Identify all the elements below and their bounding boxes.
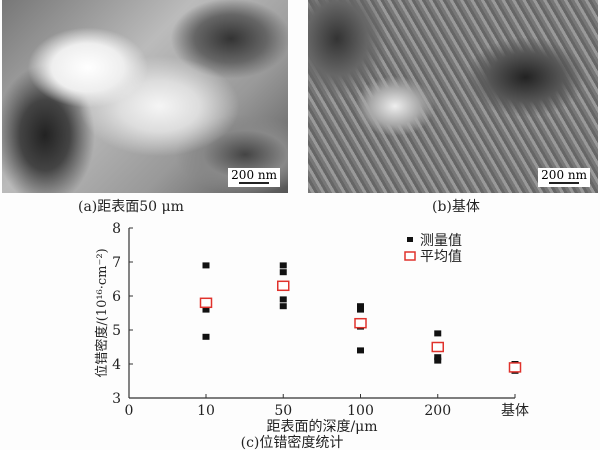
- x-tick-label: 200: [424, 403, 451, 419]
- measured-point: [434, 357, 442, 364]
- measured-point: [202, 306, 210, 313]
- legend-mean-marker: [404, 251, 416, 261]
- y-axis-label: 位错密度/(10¹⁶·cm⁻²): [94, 248, 110, 377]
- y-tick-label: 7: [112, 255, 121, 271]
- caption-a: (a)距表面50 μm: [78, 199, 184, 215]
- measured-point: [357, 306, 364, 313]
- legend-measured-label: 测量值: [420, 233, 462, 249]
- chart-title: (c)位错密度统计: [241, 434, 344, 450]
- measured-point: [279, 262, 287, 269]
- y-tick-label: 4: [112, 357, 121, 373]
- mean-point: [508, 362, 522, 373]
- measured-point: [279, 296, 287, 303]
- measured-point: [434, 330, 442, 337]
- x-tick-label: 0: [125, 403, 134, 419]
- y-tick-label: 8: [112, 221, 121, 237]
- x-tick-label: 100: [347, 403, 374, 419]
- micrograph-a: 200 nm: [2, 0, 288, 193]
- micrograph-b: 200 nm: [308, 0, 598, 193]
- y-tick-label: 6: [112, 289, 121, 305]
- x-tick-label: 50: [274, 403, 292, 419]
- measured-point: [279, 303, 287, 310]
- mean-point: [354, 317, 367, 329]
- y-tick-label: 5: [112, 323, 121, 339]
- measured-point: [202, 262, 210, 269]
- legend-mean-label: 平均值: [420, 249, 462, 265]
- mean-point: [431, 341, 444, 353]
- x-tick-label: 10: [197, 403, 215, 419]
- y-tick-label: 3: [112, 391, 121, 407]
- scale-bar-b: 200 nm: [538, 168, 590, 187]
- scale-bar-a: 200 nm: [228, 168, 280, 187]
- mean-point: [277, 280, 290, 292]
- caption-b: (b)基体: [432, 199, 480, 215]
- measured-point: [357, 347, 364, 354]
- x-tick-label: 基体: [501, 402, 529, 419]
- measured-point: [357, 303, 364, 310]
- measured-point: [434, 354, 442, 361]
- measured-point: [279, 269, 287, 276]
- x-axis-label: 距表面的深度/μm: [266, 419, 377, 435]
- mean-point: [199, 297, 213, 309]
- legend-measured-marker: [407, 237, 413, 242]
- measured-point: [202, 333, 210, 340]
